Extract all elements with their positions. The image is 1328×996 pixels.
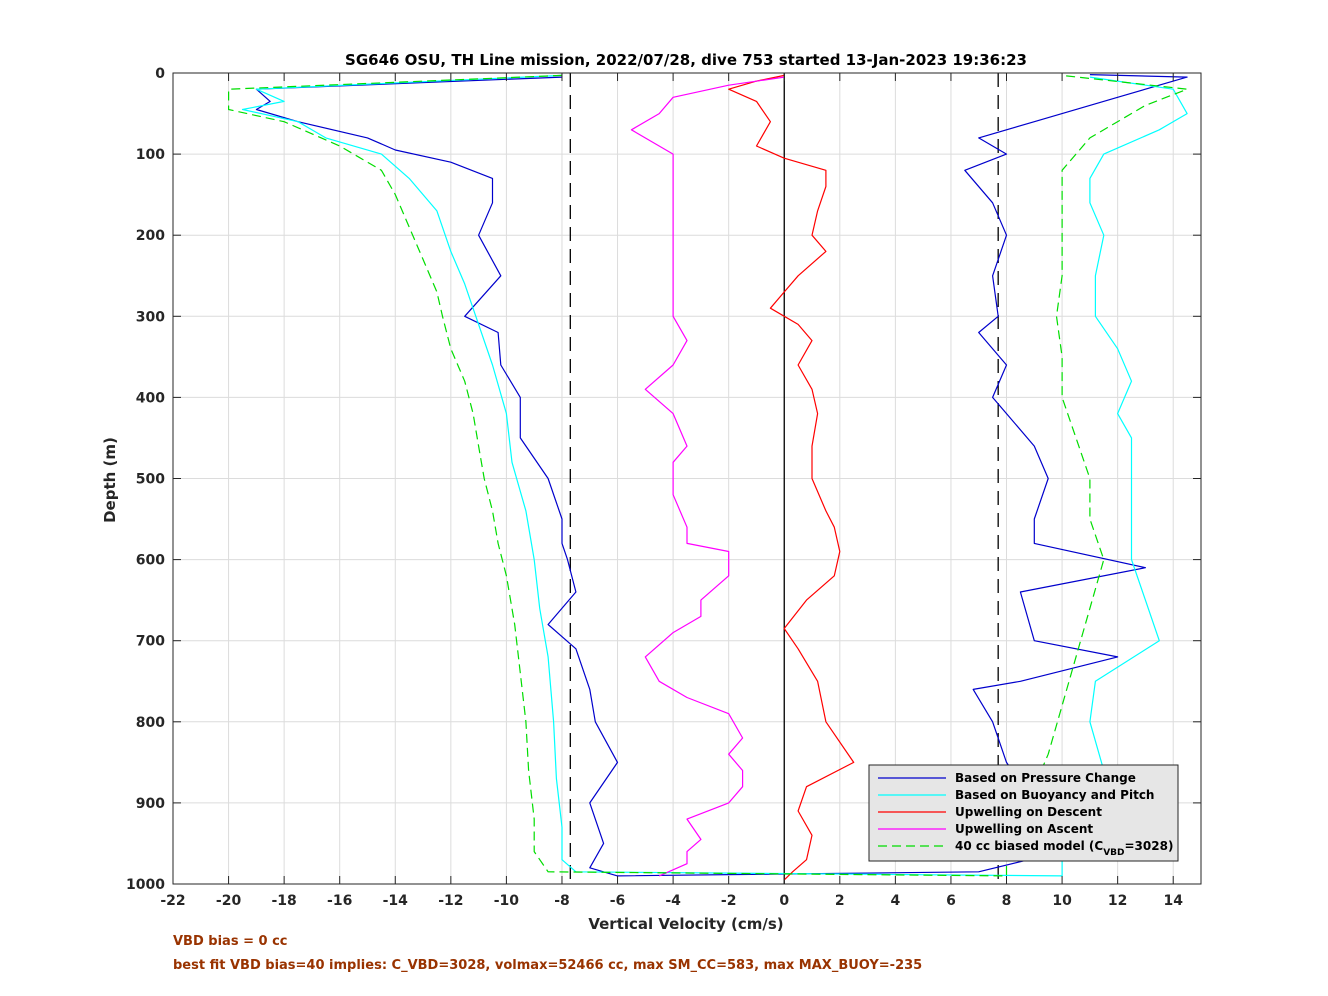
reference-lines — [569, 73, 999, 884]
legend-label: Based on Buoyancy and Pitch — [955, 788, 1154, 802]
x-tick-label: 2 — [835, 893, 845, 909]
y-tick-label: 800 — [136, 715, 165, 731]
legend: Based on Pressure Change Based on Buoyanc… — [868, 764, 1179, 862]
x-tick-label: -10 — [494, 893, 520, 909]
y-tick-label: 1000 — [126, 877, 165, 893]
legend-label: 40 cc biased model (CVBD=3028) — [955, 839, 1173, 858]
best-fit-note: best fit VBD bias=40 implies: C_VBD=3028… — [173, 958, 923, 973]
x-tick-label: -6 — [610, 893, 626, 909]
x-tick-label: 0 — [779, 893, 789, 909]
y-tick-label: 900 — [136, 796, 165, 812]
x-tick-label: 8 — [1002, 893, 1012, 909]
y-tick-label: 600 — [136, 553, 165, 569]
x-tick-label: 14 — [1163, 893, 1183, 909]
x-tick-label: 4 — [891, 893, 901, 909]
y-tick-label: 700 — [136, 634, 165, 650]
x-tick-label: -22 — [160, 893, 185, 909]
x-tick-label: 6 — [946, 893, 956, 909]
x-axis-label: Vertical Velocity (cm/s) — [588, 915, 783, 933]
x-tick-label: 10 — [1052, 893, 1072, 909]
legend-label: Upwelling on Ascent — [955, 822, 1093, 836]
x-tick-label: -18 — [271, 893, 296, 909]
data-series — [228, 74, 1188, 881]
legend-label: Based on Pressure Change — [955, 771, 1136, 785]
x-tick-label: -4 — [665, 893, 681, 909]
y-tick-label: 200 — [136, 228, 165, 244]
x-tick-label: 12 — [1108, 893, 1127, 909]
x-tick-label: -2 — [721, 893, 737, 909]
series-line-4 — [630, 76, 785, 877]
y-tick-label: 500 — [136, 472, 165, 488]
y-tick-label: 300 — [136, 309, 165, 325]
x-tick-label: -14 — [383, 893, 409, 909]
series-line-1 — [255, 74, 1188, 877]
axis-ticks: -22 -20 -18 -16 -14 -12 -10 -8 -6 -4 -2 0 2 4 6 8 10 12 14… — [126, 66, 1201, 909]
x-tick-label: -20 — [216, 893, 242, 909]
y-tick-label: 100 — [136, 147, 165, 163]
y-tick-label: 0 — [155, 66, 165, 82]
series-line-5 — [228, 74, 1188, 877]
legend-label: Upwelling on Descent — [955, 805, 1102, 819]
x-tick-label: -8 — [554, 893, 570, 909]
y-axis-label: Depth (m) — [101, 437, 119, 523]
y-tick-label: 400 — [136, 390, 165, 406]
x-tick-label: -16 — [327, 893, 352, 909]
x-tick-label: -12 — [438, 893, 463, 909]
vbd-bias-note: VBD bias = 0 cc — [173, 934, 288, 949]
series-line-2 — [241, 74, 1188, 877]
chart-title: SG646 OSU, TH Line mission, 2022/07/28, … — [345, 51, 1027, 69]
series-line-3 — [728, 74, 855, 881]
legend-box — [868, 764, 1179, 862]
